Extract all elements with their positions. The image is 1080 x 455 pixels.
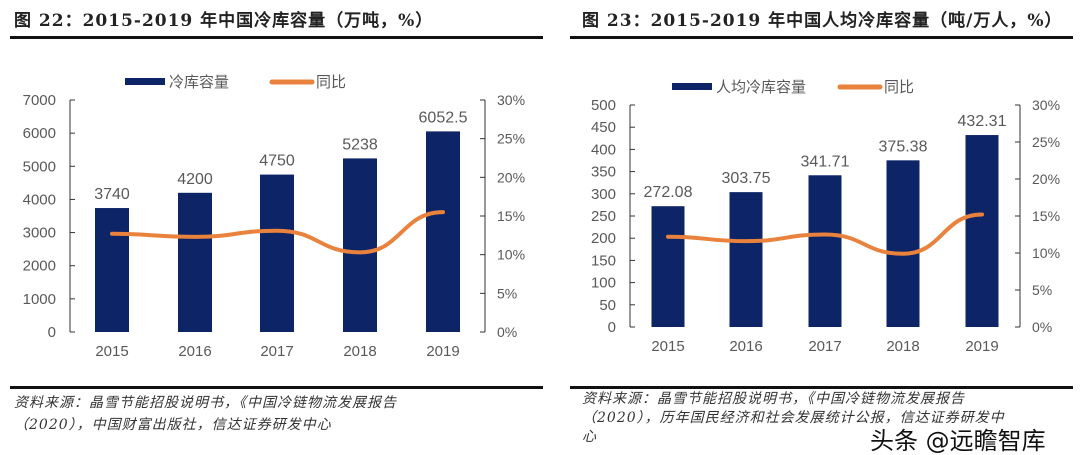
x-tick-label: 2017	[260, 343, 293, 360]
x-tick-label: 2018	[886, 338, 919, 355]
data-label: 432.31	[958, 113, 1007, 130]
legend-label: 同比	[316, 73, 346, 91]
y2-tick-label: 15%	[497, 208, 525, 224]
data-label: 5238	[342, 136, 378, 153]
source-line: （2020），历年国民经济和社会发展统计公报，信达证券研发中	[582, 410, 1005, 426]
line-series-yoy	[110, 210, 445, 255]
y-tick-label: 6000	[23, 125, 56, 142]
y-tick-label: 4000	[23, 191, 56, 208]
y-tick-label: 400	[591, 141, 616, 158]
y2-tick-label: 25%	[1032, 134, 1060, 150]
line-series-yoy	[666, 212, 984, 256]
x-tick-label: 2015	[95, 343, 128, 360]
legend-swatch-bar	[672, 83, 712, 90]
x-tick-label: 2017	[808, 338, 841, 355]
y2-tick-label: 10%	[497, 247, 525, 263]
y2-tick-label: 30%	[497, 92, 525, 108]
bar	[808, 175, 842, 327]
watermark: 头条 @远瞻智库	[870, 427, 1046, 455]
y2-tick-label: 5%	[1032, 282, 1052, 298]
y2-tick-label: 10%	[1032, 245, 1060, 261]
bar	[343, 158, 377, 332]
y-tick-label: 200	[591, 230, 616, 247]
y-tick-label: 0	[48, 324, 56, 341]
chart-left: 0 1000 2000 3000 4000 5000 6000 7000 0% 5% 10% 15% 2…	[23, 73, 525, 360]
y2-tick-label: 30%	[1032, 97, 1060, 113]
y-tick-label: 450	[591, 119, 616, 136]
y-tick-label: 1000	[23, 291, 56, 308]
data-label: 4200	[177, 171, 213, 188]
bar	[651, 206, 685, 327]
data-label: 4750	[259, 153, 295, 170]
source-line: 心	[582, 429, 597, 445]
y-tick-label: 250	[591, 208, 616, 225]
y2-tick-label: 20%	[497, 169, 525, 185]
bar	[95, 208, 129, 332]
bar	[260, 174, 294, 332]
x-tick-label: 2019	[426, 343, 459, 360]
y2-tick-label: 5%	[497, 285, 517, 301]
y-tick-label: 2000	[23, 258, 56, 275]
bar	[886, 160, 920, 327]
x-tick-label: 2016	[729, 338, 762, 355]
y-tick-label: 3000	[23, 225, 56, 242]
y2-tick-label: 20%	[1032, 171, 1060, 187]
y-tick-label: 350	[591, 164, 616, 181]
source-line: 资料来源：晶雪节能招股说明书，《中国冷链物流发展报告	[582, 391, 965, 407]
bar	[178, 192, 212, 332]
y2-tick-label: 25%	[497, 131, 525, 147]
y-tick-label: 0	[608, 319, 616, 336]
y-tick-label: 150	[591, 252, 616, 269]
data-label: 375.38	[879, 138, 928, 155]
y-tick-label: 50	[599, 297, 616, 314]
chart-right: 0 50 100 150 200 250 300 350 400 450 500 0% 5% 10% 15%…	[591, 78, 1060, 355]
legend-swatch-bar	[125, 78, 165, 85]
y-tick-label: 7000	[23, 92, 56, 109]
source-right: 资料来源：晶雪节能招股说明书，《中国冷链物流发展报告 （2020），历年国民经济…	[582, 390, 1005, 447]
data-label: 272.08	[644, 184, 693, 201]
chart-title-left: 图 22：2015-2019 年中国冷库容量（万吨，%）	[14, 11, 434, 31]
chart-title-right: 图 23：2015-2019 年中国人均冷库容量（吨/万人，%）	[582, 11, 1063, 31]
source-left: 资料来源：晶雪节能招股说明书，《中国冷链物流发展报告 （2020），中国财富出版…	[14, 392, 397, 436]
y-tick-label: 100	[591, 275, 616, 292]
x-tick-label: 2016	[178, 343, 211, 360]
bar	[729, 192, 763, 327]
y2-tick-label: 0%	[1032, 319, 1052, 335]
x-tick-label: 2018	[343, 343, 376, 360]
legend-label: 同比	[884, 78, 914, 96]
data-label: 341.71	[801, 153, 850, 170]
x-tick-label: 2019	[965, 338, 998, 355]
y-tick-label: 500	[591, 97, 616, 114]
legend-label: 冷库容量	[169, 73, 229, 91]
source-line: 资料来源：晶雪节能招股说明书，《中国冷链物流发展报告	[14, 395, 397, 411]
x-tick-label: 2015	[651, 338, 684, 355]
data-label: 6052.5	[419, 109, 468, 126]
bar	[426, 131, 460, 332]
y2-tick-label: 15%	[1032, 208, 1060, 224]
title-divider-right	[570, 36, 1073, 39]
source-line: （2020），中国财富出版社，信达证券研发中心	[14, 417, 332, 433]
y2-tick-label: 0%	[497, 324, 517, 340]
source-divider-left	[10, 386, 543, 389]
data-label: 303.75	[722, 170, 771, 187]
data-label: 3740	[94, 186, 130, 203]
legend-label: 人均冷库容量	[716, 78, 806, 96]
bar	[965, 135, 999, 327]
source-divider-right	[570, 386, 1073, 389]
y-tick-label: 300	[591, 186, 616, 203]
y-tick-label: 5000	[23, 158, 56, 175]
title-divider-left	[10, 36, 543, 39]
